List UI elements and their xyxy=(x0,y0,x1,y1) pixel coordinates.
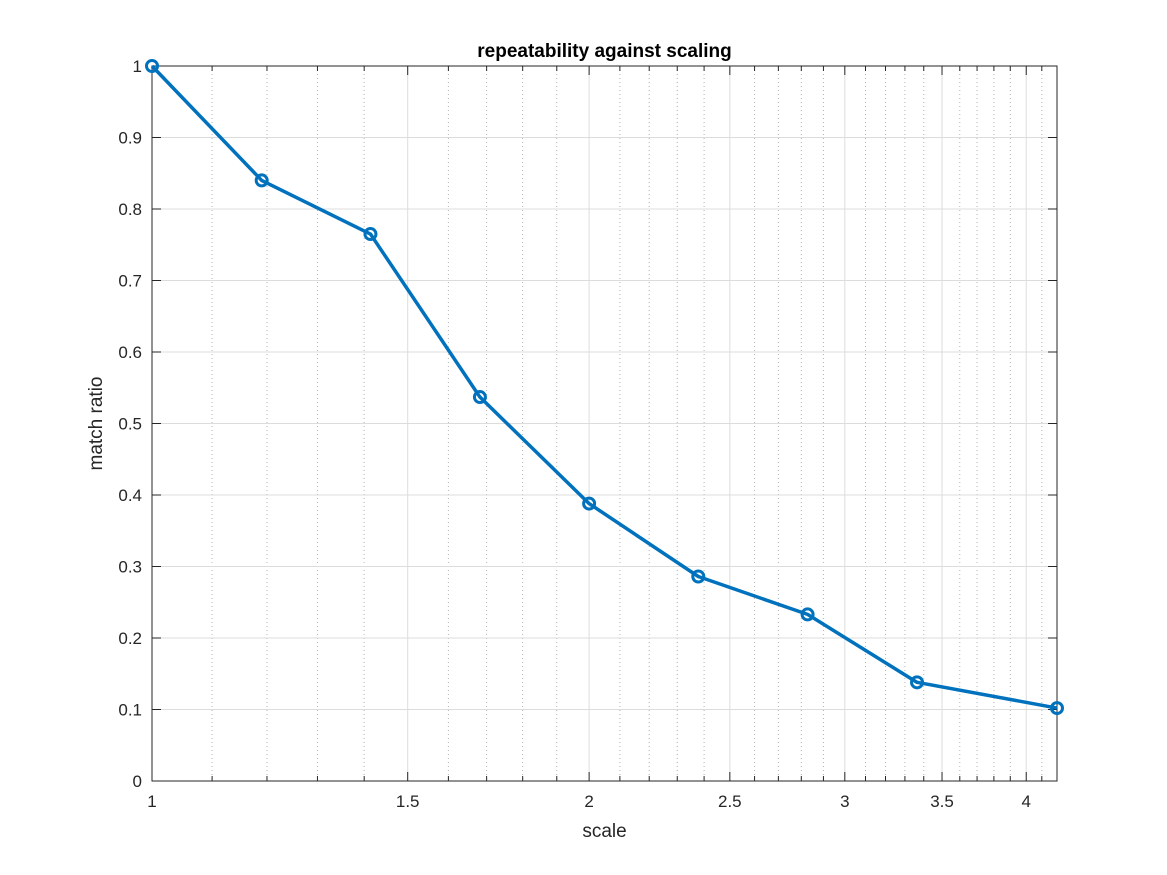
x-tick-label: 3 xyxy=(840,792,849,811)
data-point xyxy=(472,390,487,405)
y-tick-labels: 0 0.1 0.2 0.3 0.4 0.5 0.6 0.7 0.8 0.9 1 xyxy=(118,57,142,791)
x-tick-label: 2.5 xyxy=(718,792,742,811)
y-tick-label: 0.7 xyxy=(118,272,142,291)
series-line xyxy=(150,64,1058,710)
x-tick-label: 1.5 xyxy=(396,792,420,811)
chart-title: repeatability against scaling xyxy=(477,41,731,62)
y-tick-label: 0.3 xyxy=(118,558,142,577)
data-point xyxy=(254,173,269,188)
x-axis-label: scale xyxy=(582,821,626,842)
major-grid xyxy=(151,65,1057,782)
data-point xyxy=(1050,701,1064,716)
x-tick-label: 3.5 xyxy=(930,792,954,811)
x-tick-labels: 1 1.5 2 2.5 3 3.5 4 xyxy=(147,792,1031,811)
y-tick-label: 0.4 xyxy=(118,486,142,505)
data-point xyxy=(363,227,378,242)
tick-marks xyxy=(151,65,1057,782)
x-tick-label: 1 xyxy=(147,792,156,811)
x-tick-label: 4 xyxy=(1021,792,1030,811)
y-axis-label: match ratio xyxy=(86,377,107,471)
x-tick-label: 2 xyxy=(584,792,593,811)
data-point xyxy=(691,569,706,584)
y-tick-label: 0.2 xyxy=(118,629,142,648)
y-tick-label: 0 xyxy=(133,772,142,791)
data-point xyxy=(145,59,159,73)
y-tick-label: 1 xyxy=(133,57,142,76)
y-tick-label: 0.8 xyxy=(118,200,142,219)
y-tick-label: 0.9 xyxy=(118,129,142,148)
y-tick-label: 0.6 xyxy=(118,343,142,362)
data-point xyxy=(910,675,925,690)
y-tick-label: 0.1 xyxy=(118,701,142,720)
data-point xyxy=(800,607,815,622)
data-point xyxy=(582,496,597,511)
series-layer xyxy=(145,59,1064,716)
y-tick-label: 0.5 xyxy=(118,415,142,434)
